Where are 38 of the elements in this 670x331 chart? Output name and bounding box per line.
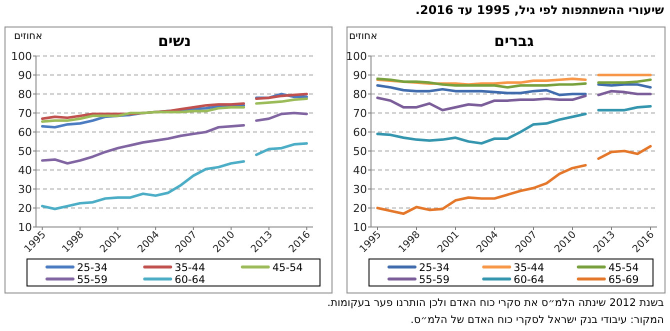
legend-label: 35-44 — [174, 262, 206, 274]
text: בשנת 2012 שינתה הלמ״ס את סקרי כוח האדם ולכן הותרנו פער בעקומות. — [327, 297, 664, 309]
y-tick-label: 70 — [18, 107, 32, 120]
y-tick-label: 100 — [346, 50, 367, 63]
legend-label: 45-54 — [272, 262, 304, 274]
y-tick-label: 80 — [18, 88, 32, 101]
y-tick-label: 10 — [18, 221, 32, 234]
y-axis-title: אחוזים — [14, 31, 42, 42]
text: המקור: עיבודי בנק ישראל לסקרי כוח האדם של הלמ״ס. — [410, 314, 664, 326]
legend-label: 60-64 — [174, 274, 206, 286]
y-tick-label: 100 — [11, 50, 32, 63]
y-tick-label: 80 — [353, 88, 367, 101]
y-axis-title: אחוזים — [349, 31, 378, 42]
legend-label: 35-44 — [514, 262, 544, 274]
y-tick-label: 10 — [353, 221, 367, 234]
chart-title: גברים — [494, 32, 534, 50]
legend-label: 60-64 — [514, 274, 544, 286]
y-tick-label: 90 — [353, 69, 367, 82]
legend-label: 65-69 — [608, 274, 639, 286]
y-tick-label: 20 — [18, 202, 32, 215]
y-tick-label: 20 — [353, 202, 367, 215]
y-tick-label: 60 — [18, 126, 32, 139]
y-tick-label: 70 — [353, 107, 367, 120]
text: שיעורי ההשתתפות לפי גיל, 1995 עד 2016. — [415, 3, 664, 17]
y-tick-label: 30 — [18, 183, 32, 196]
y-tick-label: 40 — [353, 164, 367, 177]
legend-label: 25-34 — [419, 262, 450, 274]
legend-label: 55-59 — [77, 274, 108, 286]
legend-label: 55-59 — [419, 274, 450, 286]
legend-label: 25-34 — [77, 262, 108, 274]
y-tick-label: 60 — [353, 126, 367, 139]
y-tick-label: 30 — [353, 183, 367, 196]
chart-title: נשים — [158, 32, 192, 50]
y-tick-label: 50 — [18, 145, 32, 158]
legend-label: 45-54 — [608, 262, 640, 274]
y-tick-label: 90 — [18, 69, 32, 82]
y-tick-label: 50 — [353, 145, 367, 158]
y-tick-label: 40 — [18, 164, 32, 177]
